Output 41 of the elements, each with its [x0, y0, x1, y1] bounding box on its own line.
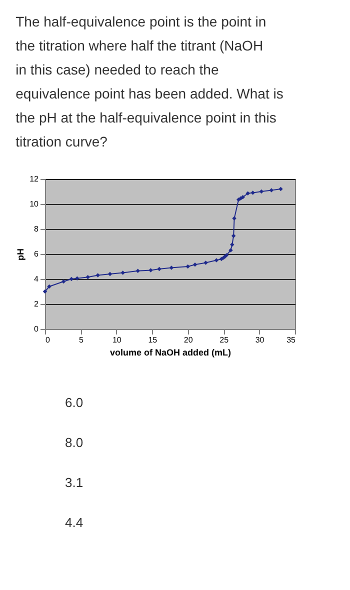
- point: [69, 276, 74, 282]
- y-tick-label: 2: [34, 300, 40, 308]
- point: [240, 195, 245, 200]
- point: [204, 260, 208, 265]
- point: [86, 275, 90, 280]
- y-axis-title: pH: [16, 248, 26, 260]
- text: 8.0: [65, 435, 84, 450]
- point: [259, 189, 264, 194]
- x-tick-label: 10: [112, 336, 122, 344]
- point: [108, 272, 112, 276]
- x-tick-label: 25: [220, 336, 230, 344]
- y-tick-label: 10: [30, 200, 40, 208]
- point: [148, 268, 153, 272]
- point: [228, 248, 233, 252]
- point: [75, 276, 80, 280]
- point: [230, 242, 234, 247]
- x-tick-label: 30: [255, 336, 265, 344]
- x-tick-label: 35: [286, 336, 296, 344]
- point: [61, 279, 66, 284]
- point: [231, 234, 236, 238]
- point: [250, 190, 255, 195]
- y-tick-label: 4: [34, 274, 40, 284]
- x-axis-title: volume of NaOH added (mL): [110, 348, 232, 358]
- y-tick-label: 6: [34, 250, 40, 258]
- point: [136, 268, 140, 273]
- text: 4.4: [65, 515, 84, 530]
- y-tick-label: 0: [34, 324, 40, 334]
- y-tick-label: 12: [30, 174, 40, 184]
- text: 6.0: [65, 395, 84, 410]
- chart-title: The half-equivalence point is the point in the titration where half the titrant (NaOH in this case) needed to reach the equivalence point has been added. What is the pH at the half-equivalence point in this titration curve?: [16, 14, 284, 150]
- text: 3.1: [65, 475, 84, 490]
- y-tick-label: 8: [34, 224, 40, 234]
- point: [232, 216, 236, 220]
- point: [42, 289, 48, 294]
- x-tick-label: 5: [78, 336, 84, 344]
- x-tick-label: 15: [148, 336, 158, 344]
- x-tick-label: 20: [184, 336, 194, 344]
- point: [120, 270, 125, 275]
- point: [96, 273, 100, 278]
- point: [246, 191, 250, 196]
- x-tick-label: 0: [46, 336, 50, 344]
